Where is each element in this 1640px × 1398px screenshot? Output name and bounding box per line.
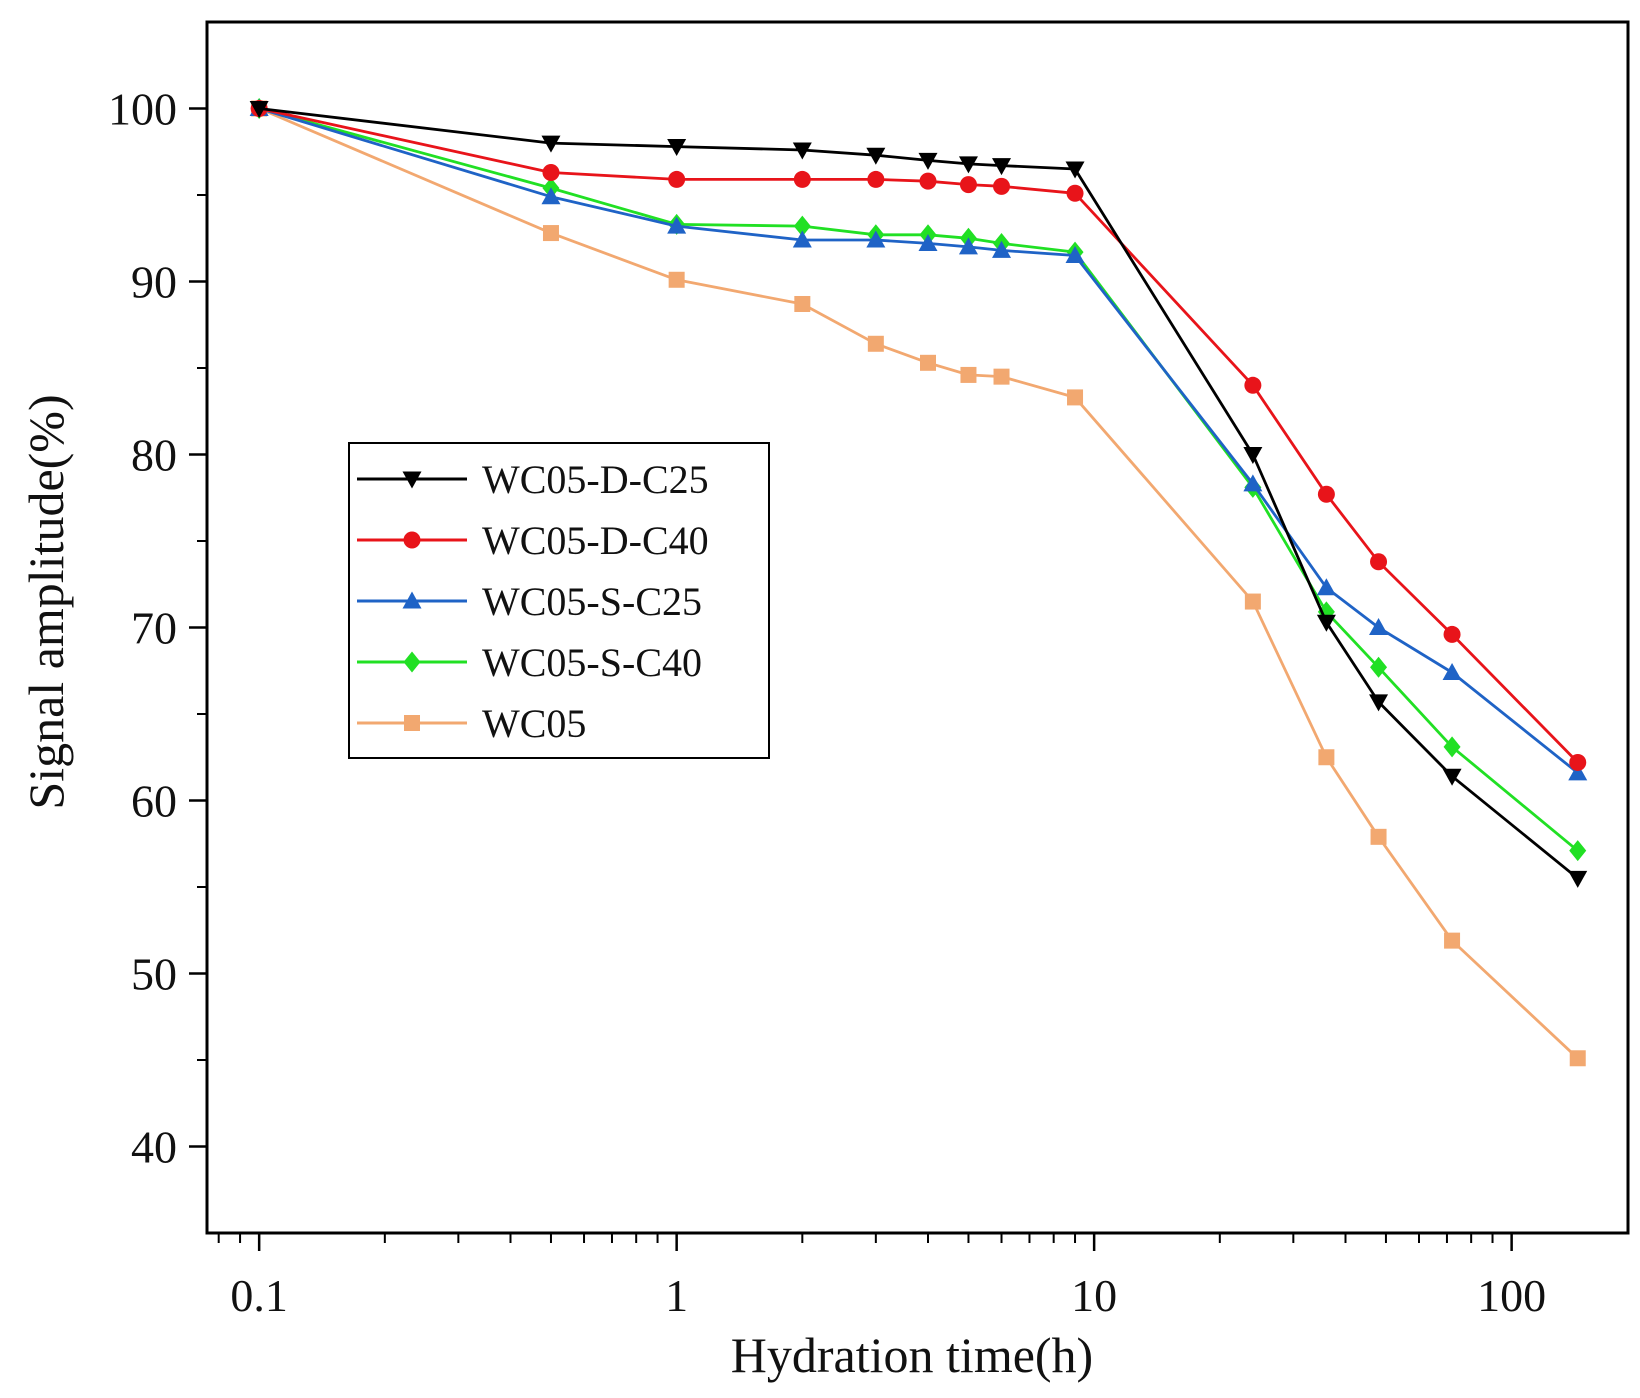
data-point [794,295,811,312]
data-point [1443,625,1461,643]
data-point [249,101,269,118]
data-point [1568,763,1588,781]
data-point [1067,389,1084,406]
x-tick-label: 1 [665,1270,688,1321]
legend-label: WC05-S-C25 [482,579,702,624]
data-point [1370,553,1388,571]
legend-marker [404,715,420,731]
data-point [960,366,977,383]
legend-entry: WC05-D-C40 [357,518,709,563]
x-tick-label: 100 [1477,1270,1546,1321]
data-point [792,142,812,160]
series-line [258,107,1579,1060]
data-point [920,354,937,371]
x-tick-label: 10 [1071,1270,1117,1321]
data-point [667,139,687,157]
data-point [867,170,885,188]
series-line [259,107,1579,880]
data-point [792,230,812,248]
legend-marker [403,651,421,673]
data-point [1569,753,1587,771]
y-tick-label: 80 [131,430,177,481]
data-point [919,172,937,190]
data-point [541,187,561,205]
data-point [1318,749,1335,766]
series-WC05-D-C40 [250,100,1587,771]
data-point [993,368,1010,385]
x-axis-title: Hydration time(h) [731,1327,1093,1383]
data-point [1243,474,1263,492]
data-point [1442,768,1462,786]
data-point [1065,161,1085,179]
data-point [1066,184,1084,202]
legend-entry: WC05-D-C25 [357,457,709,502]
data-point [1316,578,1336,596]
data-point [993,177,1011,195]
legend-label: WC05 [482,701,586,746]
data-point [793,215,811,237]
y-tick-label: 40 [131,1122,177,1173]
data-point [1370,656,1388,678]
data-point [667,216,687,234]
legend-label: WC05-D-C40 [482,518,709,563]
data-point [1443,736,1461,758]
data-point [992,240,1012,258]
data-point [918,233,938,251]
y-tick-label: 100 [108,84,177,135]
data-point [867,335,884,352]
legend-entry: WC05-S-C25 [357,579,702,624]
series-line [258,107,1579,852]
y-tick-label: 60 [131,776,177,827]
data-point [1316,614,1336,632]
data-point [1317,485,1335,503]
legend-entry: WC05-S-C40 [357,640,702,685]
y-axis-title: Signal amplitude(%) [18,394,74,809]
data-point [1444,932,1461,949]
data-point [1442,662,1462,680]
legend-label: WC05-S-C40 [482,640,702,685]
data-point [1569,1050,1586,1067]
series-line [258,107,1579,764]
data-point [1568,870,1588,888]
y-tick-label: 90 [131,257,177,308]
legend-marker [403,531,421,549]
data-point [1243,447,1263,464]
y-tick-label: 50 [131,949,177,1000]
legend-label: WC05-D-C25 [482,457,709,502]
series-line [258,107,1579,774]
data-point [793,170,811,188]
data-point [1244,593,1261,610]
data-point [1369,618,1389,635]
data-point [992,158,1012,176]
data-point [668,170,686,188]
data-point [958,237,978,255]
data-point [959,176,977,194]
data-point [668,271,685,288]
data-point [958,156,978,174]
data-point [542,164,560,182]
data-point [541,135,561,153]
legend-marker [402,591,422,609]
legend-marker [402,471,422,489]
data-point [542,225,559,242]
data-point [918,152,938,170]
data-point [1369,694,1389,712]
data-point [1244,376,1262,394]
data-point [866,147,886,165]
y-tick-label: 70 [131,603,177,654]
data-point [1065,246,1085,264]
data-point [1569,840,1587,862]
data-point [866,230,886,248]
legend-entry: WC05 [357,701,586,746]
x-tick-label: 0.1 [230,1270,288,1321]
data-point [1370,828,1387,845]
series-WC05-D-C25 [249,101,1588,888]
